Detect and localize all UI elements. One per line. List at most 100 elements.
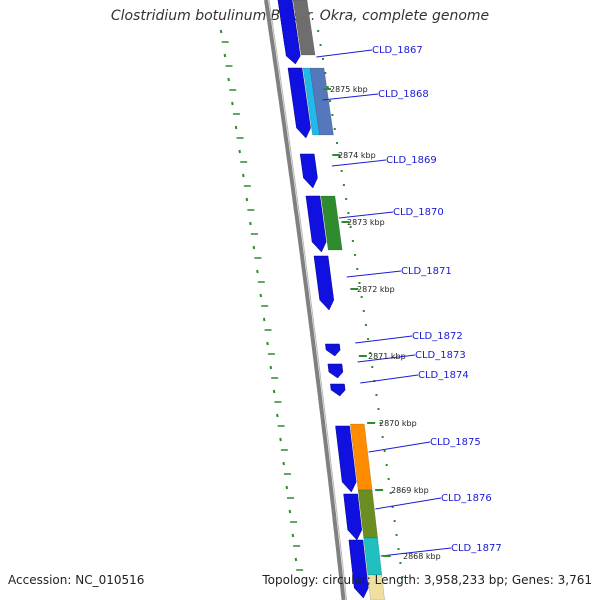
outer-dot	[369, 352, 372, 354]
outer-dot	[383, 450, 386, 452]
outer-dot	[317, 30, 320, 32]
gene-leader-line	[360, 374, 419, 384]
outer-dot	[349, 226, 352, 228]
cds-arrow-cld-1875[interactable]	[335, 425, 357, 493]
outer-dot	[385, 464, 388, 466]
outer-dot	[321, 58, 324, 60]
kbp-tick-label: 2870 kbp	[379, 419, 417, 428]
gene-leader-line	[380, 547, 452, 557]
gc-dot	[266, 341, 269, 346]
cog-block	[309, 67, 334, 136]
genome-backbone	[264, 0, 346, 600]
cog-block	[292, 0, 316, 56]
gc-dot	[294, 557, 298, 562]
cds-arrow-head[interactable]	[277, 0, 301, 65]
outer-dot	[329, 100, 332, 102]
gene-leader-line	[322, 93, 379, 101]
cds-arrow-cld-1873[interactable]	[327, 363, 344, 379]
kbp-tick-label: 2868 kbp	[403, 552, 441, 561]
outer-dot	[333, 128, 336, 130]
outer-dot	[377, 408, 380, 410]
cds-arrow-cld-1872[interactable]	[325, 343, 341, 357]
gene-leader-line	[357, 354, 416, 363]
gene-leader-line	[368, 441, 431, 453]
gene-label-cld-1868[interactable]: CLD_1868	[378, 89, 429, 100]
gene-label-cld-1872[interactable]: CLD_1872	[412, 331, 463, 342]
kbp-tick-label: 2872 kbp	[357, 285, 395, 294]
cds-arrow-cld-1870[interactable]	[305, 195, 327, 253]
gc-dot	[272, 389, 276, 394]
gc-dot	[279, 437, 282, 442]
outer-dot	[379, 422, 382, 424]
gc-dot	[234, 125, 238, 130]
gc-dot	[223, 53, 227, 58]
gc-dot	[252, 245, 256, 250]
kbp-tick-label: 2871 kbp	[368, 352, 406, 361]
kbp-tick-label: 2875 kbp	[330, 85, 368, 94]
accession-label: Accession: NC_010516	[8, 573, 145, 587]
gene-leader-line	[331, 159, 387, 167]
gene-leader-line	[338, 211, 394, 219]
gc-dot	[256, 269, 259, 274]
gc-dot	[259, 293, 263, 298]
gc-dot	[288, 509, 292, 514]
outer-dot	[401, 576, 404, 578]
cds-arrow-cld-1871[interactable]	[313, 255, 335, 311]
cog-block	[349, 423, 373, 491]
gene-label-cld-1867[interactable]: CLD_1867	[372, 45, 423, 56]
gene-leader-line	[346, 270, 402, 278]
gc-dot	[238, 149, 241, 154]
backbone-shadow	[268, 0, 348, 600]
cds-arrow-cld-1868[interactable]	[287, 67, 311, 139]
gene-leader-line	[355, 335, 413, 344]
gene-leader-line	[375, 497, 442, 510]
outer-dot	[356, 268, 359, 270]
kbp-tick-label: 2869 kbp	[391, 486, 429, 495]
outer-dot	[340, 170, 343, 172]
outer-dot	[364, 324, 367, 326]
outer-dot	[371, 366, 374, 368]
cds-arrow-cld-1869[interactable]	[299, 153, 318, 189]
gene-label-cld-1877[interactable]: CLD_1877	[451, 543, 502, 554]
gene-label-cld-1876[interactable]: CLD_1876	[441, 493, 492, 504]
gc-dot	[262, 317, 266, 322]
cog-block	[320, 195, 343, 251]
outer-dot	[358, 282, 361, 284]
outer-dot	[362, 310, 365, 312]
outer-dot	[360, 296, 363, 298]
gene-leader-line	[316, 49, 373, 58]
gc-dot	[249, 221, 252, 226]
outer-dot	[354, 254, 357, 256]
outer-dot	[345, 198, 348, 200]
outer-dot	[319, 44, 322, 46]
outer-dot	[389, 492, 392, 494]
outer-dot	[351, 240, 354, 242]
kbp-tick-label: 2873 kbp	[347, 218, 385, 227]
gene-label-cld-1873[interactable]: CLD_1873	[415, 350, 466, 361]
gene-label-cld-1874[interactable]: CLD_1874	[418, 370, 469, 381]
outer-dot	[336, 142, 339, 144]
gc-dot	[219, 29, 223, 34]
cds-arrow-cld-1876[interactable]	[343, 493, 363, 541]
gc-dot	[269, 365, 273, 370]
outer-dot	[393, 520, 396, 522]
outer-dot	[387, 478, 390, 480]
gc-dot	[276, 413, 279, 418]
gene-label-cld-1875[interactable]: CLD_1875	[430, 437, 481, 448]
cog-block	[363, 537, 383, 576]
gc-dot	[245, 197, 249, 202]
cds-arrow-cld-1874[interactable]	[330, 383, 346, 397]
cds-arrow-cld-1877[interactable]	[348, 539, 369, 599]
gene-label-cld-1871[interactable]: CLD_1871	[401, 266, 452, 277]
outer-dot	[324, 72, 327, 74]
gc-dot	[227, 77, 230, 82]
outer-dot	[347, 212, 350, 214]
outer-dot	[367, 338, 370, 340]
gc-dot	[231, 101, 234, 106]
outer-dot	[331, 114, 334, 116]
gene-label-cld-1869[interactable]: CLD_1869	[386, 155, 437, 166]
gene-label-cld-1870[interactable]: CLD_1870	[393, 207, 444, 218]
outer-dot	[381, 436, 384, 438]
